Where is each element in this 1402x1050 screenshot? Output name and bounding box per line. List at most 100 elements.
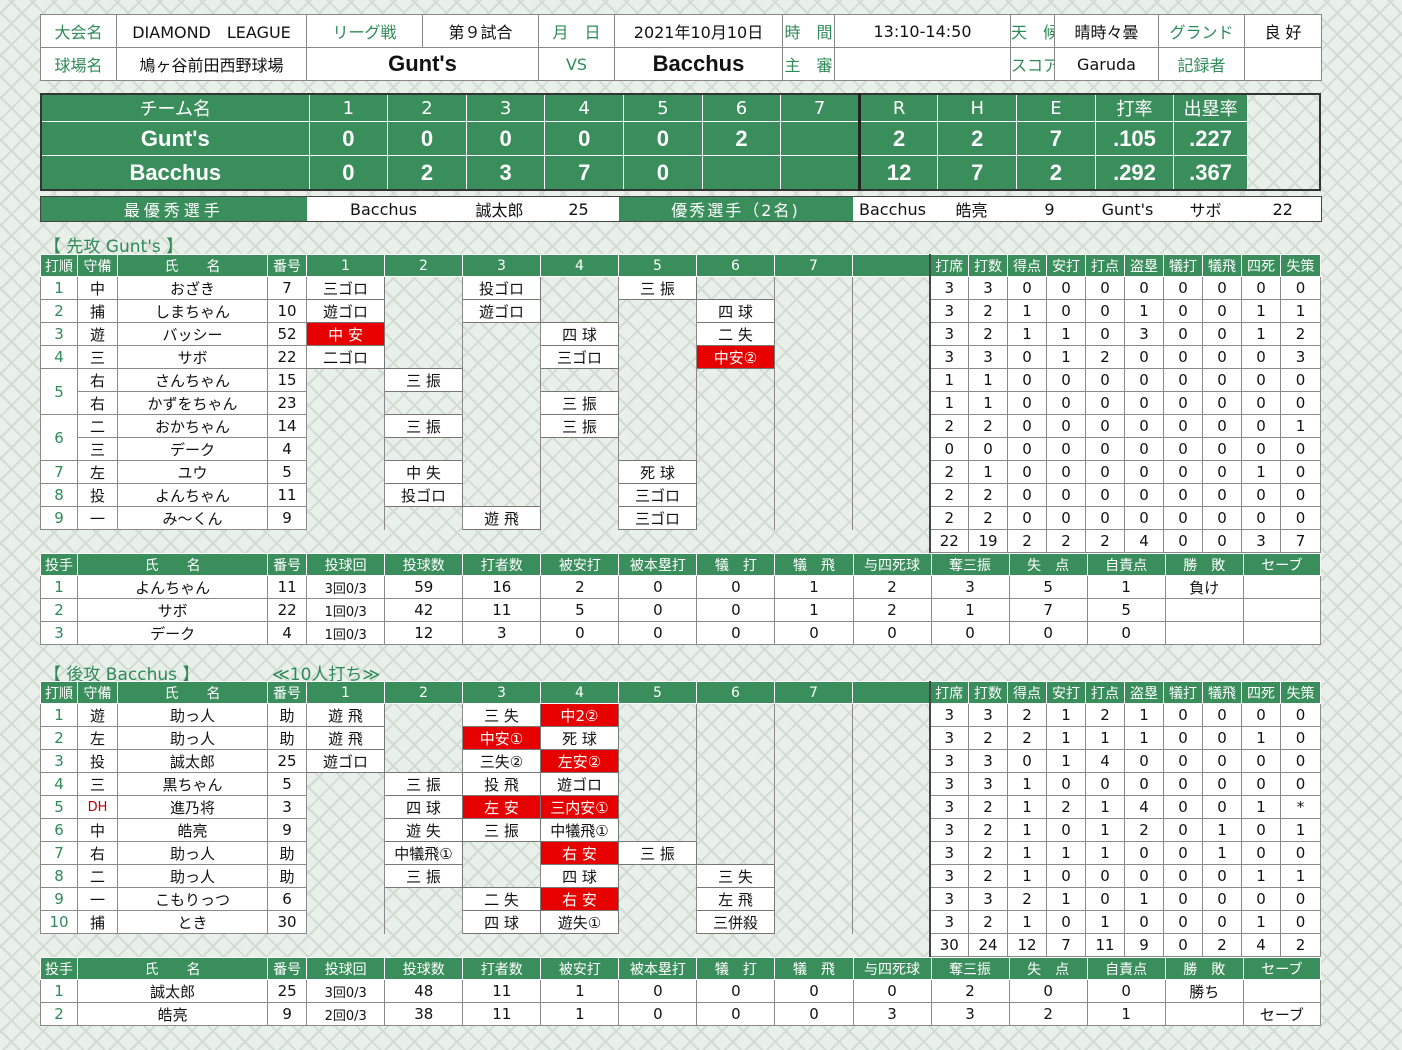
batting-order: 8 — [40, 864, 78, 888]
batter-position: 左 — [77, 726, 118, 750]
batter-number: 4 — [267, 437, 307, 461]
at-bat-result — [774, 910, 853, 934]
at-bat-result — [462, 460, 541, 484]
at-bat-result — [306, 437, 385, 461]
pitcher-bb: 2 — [852, 598, 932, 622]
at-bat-result — [618, 772, 697, 796]
at-bat-result: 左 飛 — [696, 887, 775, 911]
batting-header-cell: 6 — [696, 681, 775, 704]
batter-number: 11 — [267, 483, 307, 507]
ground-label: グランド — [1158, 14, 1245, 48]
batter-stat: 0 — [1202, 483, 1242, 507]
batter-stat: 1 — [1241, 864, 1281, 888]
batter-stat: 0 — [1085, 864, 1125, 888]
pitching-header-row: 投手氏 名番号 投球回 投球数 打者数 被安打 被本塁打犠 打犠 飛与四死球 奪三振失 点自… — [39, 957, 1322, 980]
pitcher-order: 3 — [39, 621, 79, 645]
batter-stat: 3 — [928, 910, 969, 934]
batter-stat: 3 — [928, 322, 969, 346]
batter-stat: 0 — [1202, 391, 1242, 415]
at-bat-result: 三 振 — [618, 841, 697, 865]
blank-cell — [78, 934, 118, 957]
pitching-header-cell: 投球数 — [384, 957, 464, 980]
pitcher-row: 2 サボ 22 1回0/3 42 11 5 0 0 1 2 1 7 5 — [39, 598, 1322, 622]
batter-stat: 1 — [1007, 818, 1047, 842]
at-bat-result — [696, 795, 775, 819]
batter-row: 三デーク 4 0 0 0 0 0 0 0 0 0 0 — [41, 437, 1321, 461]
at-bat-result — [774, 276, 853, 300]
pitching-header-cell: 自責点 — [1086, 553, 1166, 576]
batting-header-cell: 5 — [618, 681, 697, 704]
at-bat-result — [618, 322, 697, 346]
batting-total: 7 — [1046, 933, 1086, 957]
batter-stat: 3 — [928, 841, 969, 865]
pitching-header-cell: 犠 打 — [696, 553, 776, 576]
recorder-label: 記録者 — [1158, 47, 1245, 81]
batting-header-cell: 4 — [540, 254, 619, 277]
batter-stat: 0 — [1007, 483, 1047, 507]
batter-stat: 2 — [968, 864, 1008, 888]
inning-score: 7 — [544, 155, 625, 191]
at-bat-result: 四 球 — [540, 864, 619, 888]
spacer-cell — [852, 322, 930, 346]
at-bat-result: 三ゴロ — [618, 506, 697, 530]
pitcher-hr: 0 — [618, 598, 698, 622]
at-bat-result: 遊 飛 — [306, 703, 385, 727]
batter-stat: 0 — [1124, 414, 1164, 438]
batter-name: しまちゃん — [117, 299, 268, 323]
batter-stat: 2 — [1085, 703, 1125, 727]
excellent2-number: 22 — [1244, 196, 1322, 222]
batter-name: さんちゃん — [117, 368, 268, 392]
away-batting-table: 打順 守備氏 名番号 1 2 3 4 5 6 7 打席 打数 得点 安打 打点 盗塁 犠打 犠飛 四死 失策 1 中おざ… — [40, 254, 1321, 553]
batter-stat: 0 — [1241, 841, 1281, 865]
umpire-name — [834, 47, 1011, 81]
pitcher-bf: 11 — [462, 598, 542, 622]
batter-number: 22 — [267, 345, 307, 369]
at-bat-result — [306, 818, 385, 842]
batter-name: おざき — [117, 276, 268, 300]
pitcher-h: 2 — [540, 575, 620, 599]
at-bat-result: 三 失 — [462, 703, 541, 727]
spacer-cell — [852, 887, 930, 911]
at-bat-result — [306, 772, 385, 796]
batter-stat: 0 — [1124, 345, 1164, 369]
pitching-header-cell: 与四死球 — [852, 957, 932, 980]
at-bat-result: 三 振 — [384, 368, 463, 392]
spacer-cell — [852, 437, 930, 461]
pitching-header-cell: 勝 敗 — [1164, 553, 1244, 576]
at-bat-result — [618, 414, 697, 438]
batter-name: 皓亮 — [117, 818, 268, 842]
batting-header-cell: 守備 — [77, 254, 118, 277]
score-row: Bacchus 0 2 3 7 0 12 7 2.292.367 — [40, 155, 1320, 191]
pitcher-r: 5 — [1008, 575, 1088, 599]
batting-header-cell: 2 — [384, 681, 463, 704]
at-bat-result: 三失② — [462, 749, 541, 773]
pitcher-wl — [1164, 1002, 1244, 1026]
batting-header-cell: 5 — [618, 254, 697, 277]
batter-stat: 0 — [1163, 460, 1203, 484]
batter-stat: 1 — [1085, 726, 1125, 750]
away-pitching-table: 投手氏 名番号 投球回 投球数 打者数 被安打 被本塁打犠 打犠 飛与四死球 奪三振失 点自… — [39, 553, 1322, 645]
batting-header-cell: 打点 — [1085, 254, 1125, 277]
at-bat-result — [774, 841, 853, 865]
batter-stat: 2 — [1046, 795, 1086, 819]
batter-stat: 1 — [928, 368, 969, 392]
home-team-name: Bacchus — [614, 47, 783, 81]
batter-number: 52 — [267, 322, 307, 346]
batter-stat: 3 — [928, 818, 969, 842]
batter-stat: 0 — [1241, 368, 1281, 392]
pitcher-r: 0 — [1008, 621, 1088, 645]
league-label: リーグ戦 — [306, 14, 423, 48]
batter-position: 右 — [77, 391, 118, 415]
batter-position: 一 — [77, 506, 118, 530]
batter-stat: 0 — [1163, 841, 1203, 865]
pitcher-sh: 0 — [696, 575, 776, 599]
blank-cell — [463, 530, 541, 553]
pitcher-row: 2 皓亮 9 2回0/3 38 11 1 0 0 0 3 3 2 1 セーブ — [39, 1002, 1322, 1026]
blank-cell — [307, 530, 385, 553]
pitcher-wl — [1164, 598, 1244, 622]
errors-total: 2 — [1016, 155, 1096, 191]
batter-stat: 0 — [1124, 460, 1164, 484]
batter-position: 三 — [77, 437, 118, 461]
pitching-header-cell: 投球回 — [306, 957, 386, 980]
at-bat-result: 投ゴロ — [384, 483, 463, 507]
